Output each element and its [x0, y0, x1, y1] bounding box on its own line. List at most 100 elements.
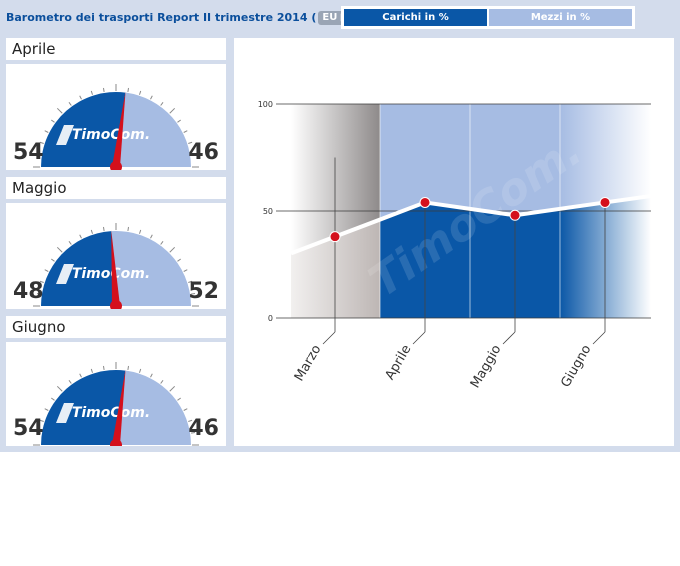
legend: Carichi in % Mezzi in % — [341, 6, 635, 29]
gauge-tick — [44, 130, 49, 133]
gauge-tick — [169, 385, 176, 392]
gauge-tick — [169, 107, 176, 114]
y-tick-label: 0 — [268, 314, 273, 323]
gauge-tick — [90, 368, 93, 373]
gauge-tick — [150, 373, 153, 378]
gauge-tick — [188, 141, 193, 144]
gauge-maggio: TimoCom. 48 52 — [6, 203, 226, 309]
gauge-tick — [68, 240, 72, 245]
gauge-tick — [127, 365, 130, 371]
carichi-area-fade — [560, 196, 651, 318]
series-line — [290, 194, 652, 256]
gauge-mezzi-sector — [116, 92, 191, 167]
gauge-dial: TimoCom. — [33, 223, 199, 309]
gauge-logo-text: TimoCom. — [72, 266, 150, 282]
gauge-month-label: Giugno — [6, 316, 226, 338]
gauge-logo-text: TimoCom. — [72, 405, 150, 421]
gauge-tick — [44, 269, 49, 272]
x-tick-label: Aprile — [383, 343, 415, 383]
gauge-tick — [190, 153, 196, 156]
gauge-tick — [177, 258, 182, 262]
gauge-tick — [102, 226, 105, 232]
gauge-tick — [150, 234, 153, 239]
gauge-needle-hub — [110, 300, 122, 309]
gauge-tick — [127, 226, 130, 232]
gauge-tick — [50, 258, 55, 262]
gauge-mezzi-value: 46 — [188, 416, 219, 441]
gauge-month-label: Aprile — [6, 38, 226, 60]
gauge-dial: TimoCom. — [33, 84, 199, 170]
gauge-tick — [102, 365, 105, 371]
gauge-tick — [56, 246, 63, 253]
x-tick-label: Giugno — [558, 342, 594, 390]
leader-line-diag — [502, 331, 516, 345]
gauge-tick — [36, 292, 42, 295]
gauge-tick — [79, 234, 82, 239]
data-point — [599, 196, 611, 208]
gauge-tick — [68, 379, 72, 384]
gauge-mezzi-value: 46 — [188, 140, 219, 165]
gauge-tick — [79, 373, 82, 378]
gauge-tick — [160, 240, 164, 245]
data-point — [329, 231, 341, 243]
gauge-tick — [39, 419, 44, 422]
barometer-panel: Barometro dei trasporti Report II trimes… — [0, 0, 680, 452]
gauge-tick — [190, 292, 196, 295]
gauge-needle — [112, 91, 126, 168]
gauge-tick — [139, 90, 142, 95]
gauge-tick — [90, 90, 93, 95]
gauge-tick — [139, 229, 142, 234]
gauge-tick — [183, 269, 188, 272]
legend-mezzi: Mezzi in % — [489, 9, 632, 26]
gauge-tick — [36, 431, 42, 434]
gauge-tick — [139, 368, 142, 373]
logo-mark-icon — [56, 264, 74, 284]
gauge-tick — [56, 107, 63, 114]
gauge-aprile: TimoCom. 54 46 — [6, 64, 226, 170]
gauge-carichi-value: 54 — [13, 416, 44, 441]
gauge-needle-hub — [110, 439, 122, 446]
gauge-logo-text: TimoCom. — [72, 127, 150, 143]
leader-line-diag — [592, 331, 606, 345]
gauge-tick — [177, 119, 182, 123]
gauge-tick — [188, 419, 193, 422]
gauge-tick — [102, 87, 105, 93]
gauge-tick — [50, 119, 55, 123]
gauge-tick — [160, 101, 164, 106]
bg-marzo-upper — [291, 104, 380, 254]
title-text: Barometro dei trasporti Report II trimes… — [6, 11, 308, 24]
gauge-tick — [177, 397, 182, 401]
y-tick-label: 100 — [258, 100, 273, 109]
x-tick-label: Maggio — [468, 342, 505, 390]
route-paren-open: ( — [311, 11, 317, 24]
chart-area: TimoCom. 0 50 100 Marzo Aprile Maggio Giugno — [234, 38, 674, 446]
gauge-dial: TimoCom. — [33, 362, 199, 446]
gauge-ticks — [33, 362, 199, 446]
gauge-tick — [44, 408, 49, 411]
leader-line-diag — [412, 331, 426, 345]
gauge-ticks — [33, 84, 199, 168]
gauge-month-label: Maggio — [6, 177, 226, 199]
logo-mark-icon — [56, 403, 74, 423]
gauge-carichi-value: 48 — [13, 279, 44, 304]
gauge-tick — [183, 130, 188, 133]
gauge-tick — [50, 397, 55, 401]
gauge-tick — [160, 379, 164, 384]
gauge-tick — [79, 95, 82, 100]
gauge-tick — [36, 153, 42, 156]
gauge-tick — [127, 87, 130, 93]
gauge-tick — [90, 229, 93, 234]
gauge-tick — [56, 385, 63, 392]
gauge-tick — [188, 280, 193, 283]
gauge-mezzi-sector — [111, 231, 191, 306]
bg-marzo-lower — [291, 219, 380, 318]
gauge-mezzi-sector — [116, 370, 191, 445]
gauge-tick — [183, 408, 188, 411]
gauge-needle — [111, 230, 120, 307]
gauge-tick — [169, 246, 176, 253]
gauge-tick — [39, 141, 44, 144]
gauge-giugno: TimoCom. 54 46 — [6, 342, 226, 446]
data-point — [419, 196, 431, 208]
logo-mark-icon — [56, 125, 74, 145]
